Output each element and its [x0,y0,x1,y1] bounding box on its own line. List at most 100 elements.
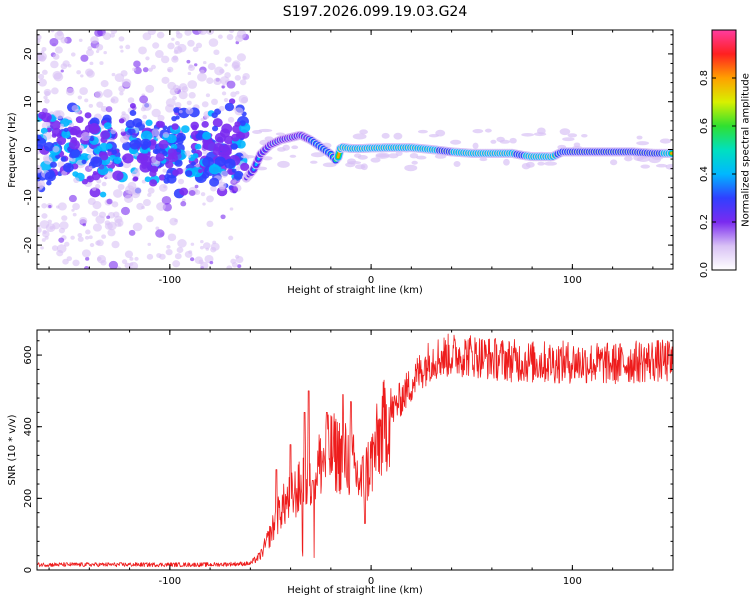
spectrogram-faint-blob [352,133,367,140]
spectrogram-noise-blob [176,132,186,142]
spectrogram-noise-blob [161,196,172,205]
spectrogram-noise-blob [134,256,139,261]
spectrogram-noise-blob [84,98,89,103]
spectrogram-noise-blob [100,130,111,140]
spectrogram-noise-blob [144,176,151,183]
spectrogram-noise-blob [178,109,183,114]
spectrogram-noise-blob [185,107,194,115]
spectrogram-noise-blob [50,60,59,69]
colorbar-tick-label: 0.2 [699,214,710,230]
spectrogram-noise-blob [172,169,180,176]
spectrogram-noise-blob [96,256,102,261]
spectrogram-faint-blob [435,129,446,137]
spectrogram-noise-blob [165,248,173,256]
spectrogram-noise-blob [235,254,240,259]
spectrogram-noise-blob [65,87,75,96]
spectrogram-noise-blob [188,250,193,254]
spectrogram-noise-blob [54,31,65,41]
spectrogram-noise-blob [155,226,160,231]
spectrogram-noise-blob [111,201,119,208]
spectrogram-faint-blob [472,142,479,150]
spectrogram-noise-blob [50,161,57,168]
spectrogram-noise-blob [202,131,212,140]
spectrogram-noise-blob [37,52,44,62]
snr-series-line [37,333,673,568]
spectrogram-noise-blob [194,63,198,67]
spectrogram-y-tick-label: 10 [23,95,34,108]
spectrogram-noise-blob [233,170,244,180]
spectrogram-noise-blob [111,240,120,249]
spectrogram-noise-blob [150,165,159,173]
spectrogram-noise-blob [169,217,178,226]
spectrogram-noise-blob [70,235,75,240]
spectrogram-noise-blob [198,168,203,174]
spectrogram-noise-blob [218,105,225,112]
spectrogram-noise-blob [80,74,84,78]
spectrogram-y-axis-label: Frequency (Hz) [7,112,18,188]
spectrogram-noise-blob [129,139,141,150]
spectrogram-noise-blob [236,53,246,62]
spectrogram-noise-blob [209,260,214,265]
spectrogram-noise-blob [60,156,67,162]
spectrogram-noise-blob [136,202,144,210]
spectrogram-noise-blob [211,112,218,119]
spectrogram-faint-blob [354,164,366,170]
spectrogram-faint-blob [370,157,381,163]
spectrogram-noise-blob [85,68,94,77]
spectrogram-noise-blob [200,117,205,122]
spectrogram-noise-blob [224,56,232,63]
snr-y-axis-label: SNR (10 * v/v) [7,414,18,485]
spectrogram-faint-blob [393,132,403,140]
spectrogram-noise-blob [167,42,175,50]
figure-title: S197.2026.099.19.03.G24 [283,4,468,20]
spectrogram-noise-blob [207,62,216,71]
spectrogram-noise-blob [121,259,128,265]
spectrogram-noise-blob [213,77,222,86]
spectrogram-noise-blob [141,121,146,125]
spectrogram-faint-blob [275,132,285,136]
spectrogram-noise-blob [118,36,125,42]
spectrogram-noise-blob [100,105,108,112]
spectrogram-noise-blob [194,256,204,265]
spectrogram-noise-blob [140,130,153,142]
spectrogram-noise-blob [202,60,207,65]
spectrogram-noise-blob [52,222,61,230]
spectrogram-noise-blob [69,148,81,158]
spectrogram-noise-blob [131,105,137,110]
spectrogram-noise-blob [177,86,182,90]
spectrogram-x-tick-label: 100 [563,275,582,286]
spectrogram-noise-blob [92,187,97,191]
spectrogram-noise-blob [213,142,224,152]
spectrogram-noise-blob [119,45,124,49]
spectrogram-faint-blob [289,154,297,158]
spectrogram-noise-blob [79,87,88,95]
spectrogram-noise-blob [226,80,236,89]
spectrogram-noise-blob [43,95,48,100]
spectrogram-noise-blob [213,49,220,56]
spectrogram-noise-blob [208,164,221,175]
spectrogram-faint-blob [581,134,588,138]
spectrogram-faint-blob [262,156,273,161]
spectrogram-noise-blob [128,229,136,236]
spectrogram-y-tick-label: -10 [23,189,34,205]
spectrogram-noise-blob [68,157,73,162]
spectrogram-noise-blob [92,201,102,210]
colorbar-tick-label: 0.8 [699,70,710,86]
spectrogram-noise-blob [231,262,238,268]
spectrogram-noise-blob [92,171,98,176]
spectrogram-noise-blob [106,198,113,205]
spectrogram-noise-blob [51,245,59,251]
spectrogram-faint-blob [636,141,650,146]
spectrogram-noise-blob [189,257,195,262]
spectrogram-noise-blob [89,136,95,142]
spectrogram-noise-blob [124,250,134,258]
spectrogram-noise-blob [157,114,165,122]
spectrogram-noise-blob [84,266,90,269]
spectrogram-noise-blob [122,141,132,151]
spectrogram-noise-blob [174,102,182,109]
spectrogram-x-tick-label: -100 [158,275,181,286]
spectrogram-faint-blob [252,130,263,134]
spectrogram-noise-blob [239,120,246,127]
spectrogram-noise-blob [155,50,164,58]
